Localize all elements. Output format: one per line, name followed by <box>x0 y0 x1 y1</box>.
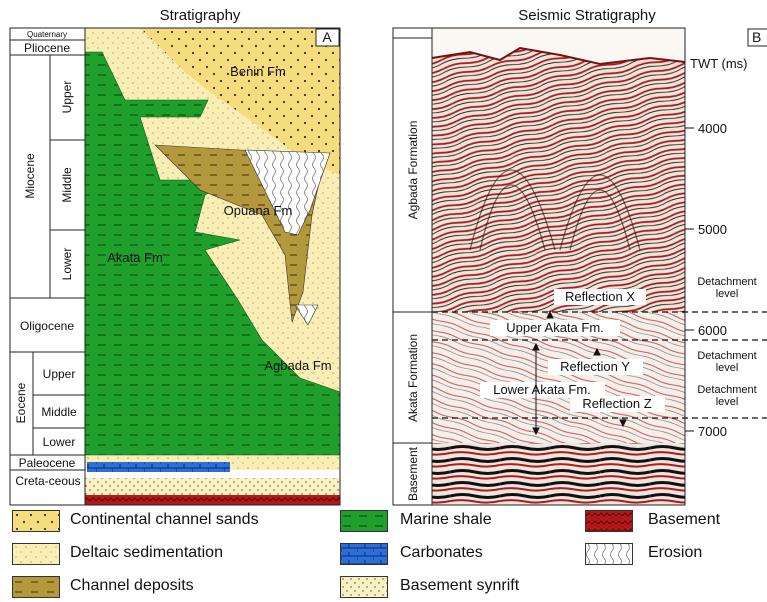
age-sublabel: Middle <box>41 405 77 419</box>
formation-label: Opuana Fm <box>224 203 293 218</box>
legend-swatch <box>340 510 388 532</box>
legend-swatch <box>340 576 388 598</box>
legend-label: Continental channel sands <box>70 511 259 528</box>
detachment-label: Detachment level <box>697 350 757 374</box>
annotation-bg <box>548 359 643 375</box>
erosion-area <box>244 149 331 236</box>
age-sublabel: Lower <box>43 435 76 449</box>
swatch-fill <box>13 577 59 597</box>
legend-label: Erosion <box>648 544 703 561</box>
swatch-pattern <box>341 544 387 564</box>
detachment-lines <box>432 311 767 419</box>
formation-label: Basement <box>406 446 420 501</box>
age-label: Miocene <box>23 153 37 199</box>
tick-group: 4000 5000 6000 7000 <box>685 121 727 439</box>
swatch-pattern <box>341 577 387 597</box>
age-label: Paleocene <box>19 456 76 470</box>
tick-label: 7000 <box>698 424 727 439</box>
legend-label: Deltaic sedimentation <box>70 544 223 561</box>
annotation: Lower Akata Fm. <box>493 382 591 397</box>
panel-frame <box>392 27 686 506</box>
swatch-pattern <box>13 544 59 564</box>
basement-band <box>85 495 340 505</box>
fold-reflectors <box>469 169 641 251</box>
annotation: Reflection Z <box>582 396 651 411</box>
age-grid <box>10 28 86 505</box>
legend-swatch <box>12 543 60 565</box>
panel-label: B <box>752 29 761 45</box>
swatch-pattern <box>341 511 387 531</box>
legend-label: Basement synrift <box>400 577 520 594</box>
formation-label: Agbada Formation <box>406 121 420 220</box>
swatch-fill <box>586 544 632 564</box>
legend-swatch <box>340 543 388 565</box>
arrows <box>532 310 627 436</box>
seismic-top <box>432 28 685 64</box>
age-label: Creta-ceous <box>15 474 81 488</box>
formation-label: Akata Fm <box>107 250 163 265</box>
age-sublabel: Lower <box>60 248 74 281</box>
annotation-bg <box>480 382 605 398</box>
swatch-pattern <box>586 544 632 564</box>
annotation: Upper Akata Fm. <box>506 320 604 335</box>
formation-label: Benin Fm <box>230 64 286 79</box>
age-label: Quaternary <box>27 30 67 39</box>
swatch-pattern <box>13 577 59 597</box>
legend-swatch <box>585 543 633 565</box>
swatch-pattern <box>586 511 632 531</box>
swatch-fill <box>13 511 59 531</box>
formation-label: Akata Formation <box>406 334 420 422</box>
seismic-upper <box>432 28 685 312</box>
formation-label: Agbada Fm <box>264 358 331 373</box>
swatch-fill <box>586 511 632 531</box>
panel-frame <box>9 27 341 506</box>
carbonates-band <box>87 462 230 472</box>
tick-label: 6000 <box>698 323 727 338</box>
age-sublabel: Upper <box>60 81 74 114</box>
age-sublabel: Upper <box>43 367 76 381</box>
annotation: Reflection Y <box>560 359 630 374</box>
swatch-pattern <box>13 511 59 531</box>
seismic-basement <box>432 443 685 505</box>
age-label: Eocene <box>14 382 28 423</box>
detachment-label: Detachment level <box>697 384 757 408</box>
legend-swatch <box>12 510 60 532</box>
seafloor-reflector <box>431 46 686 66</box>
annotation-bg <box>570 396 665 412</box>
legend-swatch <box>12 576 60 598</box>
panel-label: A <box>322 29 332 45</box>
left-title: Stratigraphy <box>160 7 241 24</box>
swatch-fill <box>341 511 387 531</box>
synrift-band <box>85 478 340 495</box>
age-label: Oligocene <box>20 319 74 333</box>
legend-label: Basement <box>648 511 721 528</box>
right-title: Seismic Stratigraphy <box>518 7 656 24</box>
tick-label: 4000 <box>698 121 727 136</box>
legend-swatch <box>585 510 633 532</box>
label-box <box>747 28 767 47</box>
benin-sands <box>140 28 340 175</box>
legend-label: Channel deposits <box>70 577 194 594</box>
annotation-bg <box>490 320 620 336</box>
tick-label: 5000 <box>698 222 727 237</box>
annotation: Reflection X <box>565 289 635 304</box>
swatch-fill <box>341 577 387 597</box>
age-label: Pliocene <box>24 41 70 55</box>
swatch-fill <box>13 544 59 564</box>
label-box <box>315 28 340 47</box>
erosion-area <box>294 304 319 326</box>
age-sublabel: Middle <box>60 167 74 203</box>
detachment-label: Detachment level <box>697 276 757 300</box>
formation-grid <box>393 28 433 505</box>
legend-label: Marine shale <box>400 511 492 528</box>
annotation-bg <box>554 289 646 305</box>
axis-title: TWT (ms) <box>690 56 748 71</box>
legend-label: Carbonates <box>400 544 483 561</box>
swatch-fill <box>341 544 387 564</box>
